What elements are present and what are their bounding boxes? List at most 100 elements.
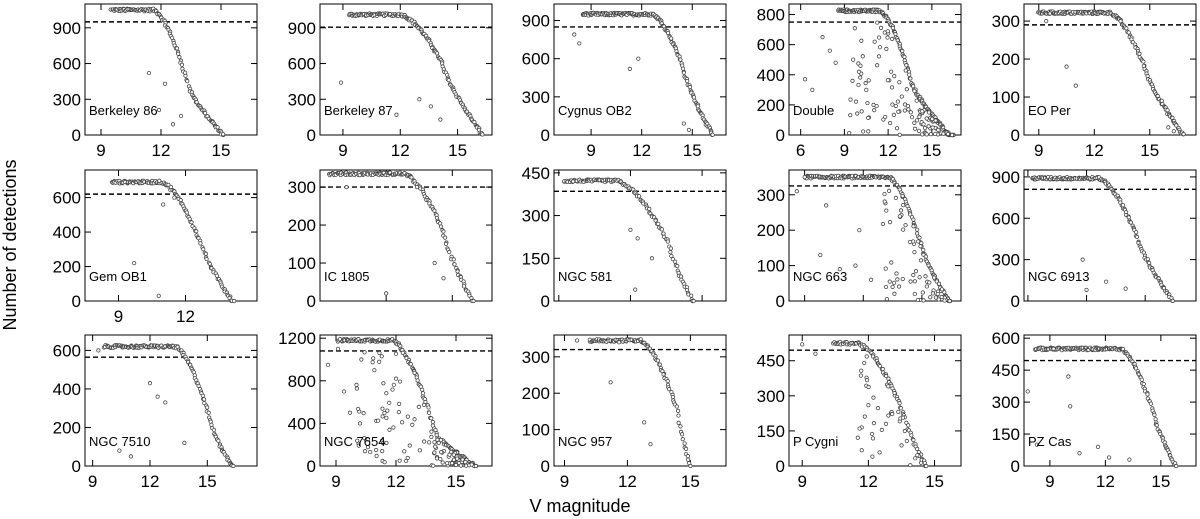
data-point xyxy=(913,456,918,461)
y-tick-label: 300 xyxy=(522,88,550,107)
y-tick-label: 0 xyxy=(72,457,81,476)
data-point xyxy=(354,386,360,391)
data-point xyxy=(438,117,443,122)
data-point xyxy=(206,410,211,415)
data-point xyxy=(860,54,865,59)
panel-frame xyxy=(788,3,962,136)
data-point xyxy=(890,411,895,417)
y-tick-label: 0 xyxy=(541,457,550,476)
data-point xyxy=(1047,11,1052,16)
data-point xyxy=(848,113,853,118)
data-point xyxy=(886,413,891,418)
data-point xyxy=(932,275,937,280)
data-point xyxy=(447,452,452,457)
data-point xyxy=(878,25,884,30)
data-point xyxy=(947,298,952,304)
data-point xyxy=(636,56,641,61)
data-point xyxy=(426,405,431,410)
data-point xyxy=(893,195,898,200)
data-point xyxy=(864,87,869,92)
data-point xyxy=(880,221,886,227)
data-point xyxy=(857,228,862,233)
panel-frame xyxy=(788,334,962,467)
data-point xyxy=(924,463,929,469)
panel-ngc-663: 0 100 200 300 NGC 663 xyxy=(757,169,962,311)
data-point xyxy=(379,354,384,359)
data-point xyxy=(365,437,371,442)
data-point xyxy=(449,461,455,466)
data-point xyxy=(163,400,168,405)
data-point xyxy=(178,198,183,203)
data-point xyxy=(853,263,858,268)
data-point xyxy=(200,393,205,398)
data-point xyxy=(177,55,182,60)
data-point xyxy=(848,97,853,102)
x-tick-label: 9 xyxy=(114,307,123,326)
data-point xyxy=(372,368,377,373)
data-point xyxy=(889,36,895,41)
data-point xyxy=(901,203,906,208)
x-tick-label: 12 xyxy=(152,141,171,160)
panel-ngc-7510: 0 200 400 600 9 12 15 NGC 7510 xyxy=(53,334,258,491)
data-point xyxy=(864,354,869,359)
data-point xyxy=(942,298,947,303)
y-tick-label: 300 xyxy=(757,387,785,406)
y-tick-label: 400 xyxy=(53,380,81,399)
data-point xyxy=(446,77,451,83)
data-point xyxy=(209,422,214,427)
data-point xyxy=(928,132,934,137)
data-point xyxy=(438,456,443,462)
data-point xyxy=(440,460,445,465)
data-point xyxy=(458,463,464,468)
data-point xyxy=(1139,377,1144,382)
data-point xyxy=(1134,234,1140,240)
panel-frame xyxy=(319,169,493,302)
data-point xyxy=(681,121,686,126)
panel-frame xyxy=(84,3,258,136)
data-point xyxy=(894,271,899,276)
data-point xyxy=(883,266,888,271)
data-point xyxy=(407,443,412,448)
y-tick-label: 300 xyxy=(522,348,550,367)
data-point xyxy=(204,256,209,262)
data-point xyxy=(179,62,185,67)
x-tick-label: 12 xyxy=(879,141,898,160)
data-point xyxy=(892,291,897,296)
data-point xyxy=(1152,412,1157,417)
data-point xyxy=(439,450,444,455)
panel-frame xyxy=(1023,334,1197,467)
x-tick-label: 15 xyxy=(925,472,944,491)
data-point xyxy=(409,175,414,180)
data-point xyxy=(837,267,842,272)
data-point xyxy=(471,298,476,304)
data-point xyxy=(335,346,341,351)
data-point xyxy=(627,66,632,71)
data-point xyxy=(185,79,190,84)
data-point xyxy=(892,390,897,396)
data-point xyxy=(668,246,673,251)
data-point xyxy=(686,127,692,133)
data-point xyxy=(897,214,902,219)
data-point xyxy=(917,275,922,280)
data-point xyxy=(147,381,153,386)
y-tick-label: 900 xyxy=(288,19,316,38)
data-point xyxy=(436,440,441,445)
data-point xyxy=(365,445,371,450)
data-point xyxy=(1073,83,1078,88)
data-point xyxy=(909,433,914,438)
data-point xyxy=(906,107,911,112)
data-point xyxy=(1154,423,1159,428)
panel-frame xyxy=(788,169,962,302)
data-point xyxy=(1159,98,1164,103)
data-point xyxy=(178,113,184,119)
x-tick-label: 15 xyxy=(1140,141,1159,160)
y-tick-label: 600 xyxy=(757,36,785,55)
panel-label: Double xyxy=(793,103,834,118)
y-tick-label: 0 xyxy=(776,126,785,145)
x-tick-label: 15 xyxy=(448,141,467,160)
data-point xyxy=(945,131,951,136)
data-point xyxy=(397,458,402,463)
data-point xyxy=(216,438,221,443)
data-point xyxy=(412,417,417,422)
data-point xyxy=(906,423,911,428)
